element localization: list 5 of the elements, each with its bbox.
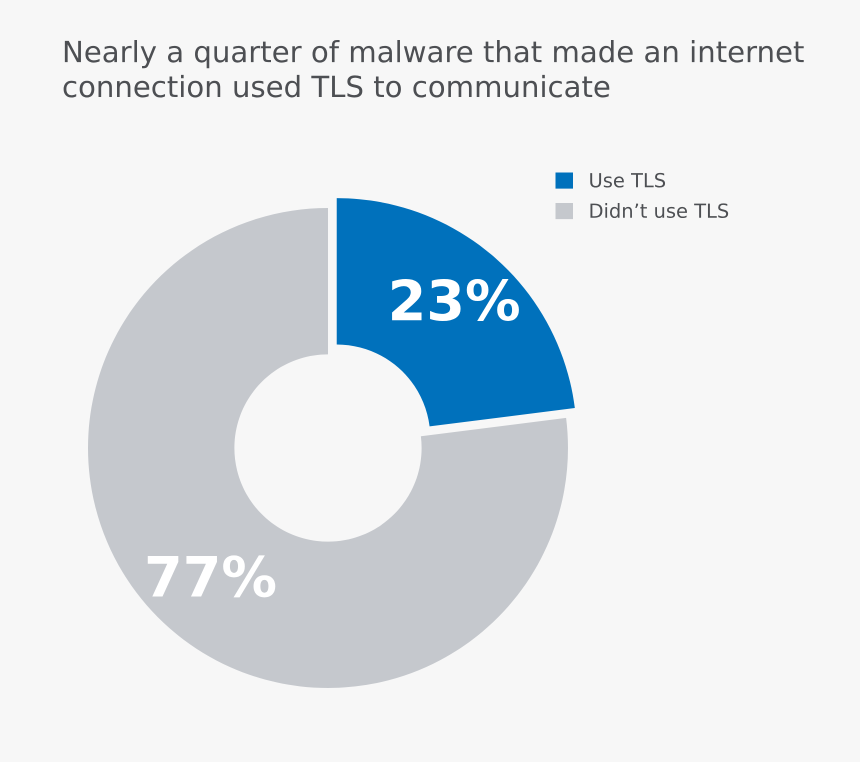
data-label: 77%: [148, 555, 276, 598]
legend-label: Didn’t use TLS: [590, 202, 728, 218]
chart-title: Nearly a quarter of malware that made an internet connection used TLS to communicate: [64, 40, 804, 98]
data-label: 23%: [392, 278, 519, 321]
legend-label: Use TLS: [590, 172, 666, 188]
